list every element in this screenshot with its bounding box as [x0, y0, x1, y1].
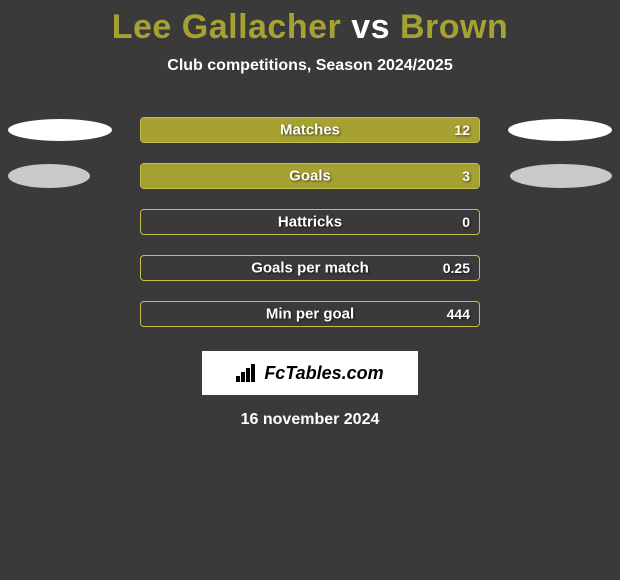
right-ellipse	[510, 164, 612, 188]
stat-row: Hattricks0	[0, 199, 620, 245]
left-ellipse	[8, 164, 90, 188]
bar-chart-icon	[236, 364, 258, 382]
bar-track	[140, 209, 480, 235]
stat-row: Matches12	[0, 107, 620, 153]
title-player2: Brown	[400, 8, 508, 46]
left-ellipse	[8, 119, 112, 141]
stat-row: Goals per match0.25	[0, 245, 620, 291]
brand-logo: FcTables.com	[202, 351, 418, 395]
bar-track	[140, 255, 480, 281]
footer-date: 16 november 2024	[0, 411, 620, 429]
brand-text: FcTables.com	[264, 363, 383, 384]
bar-fill	[141, 164, 479, 188]
bar-track	[140, 117, 480, 143]
title-vs: vs	[341, 8, 400, 46]
stat-row: Min per goal444	[0, 291, 620, 337]
subtitle: Club competitions, Season 2024/2025	[0, 57, 620, 75]
stat-row: Goals3	[0, 153, 620, 199]
bar-track	[140, 301, 480, 327]
bar-fill	[141, 118, 479, 142]
right-ellipse	[508, 119, 612, 141]
comparison-chart: Matches12Goals3Hattricks0Goals per match…	[0, 107, 620, 337]
title-player1: Lee Gallacher	[112, 8, 342, 46]
page-title: Lee Gallacher vs Brown	[0, 0, 620, 47]
bar-track	[140, 163, 480, 189]
